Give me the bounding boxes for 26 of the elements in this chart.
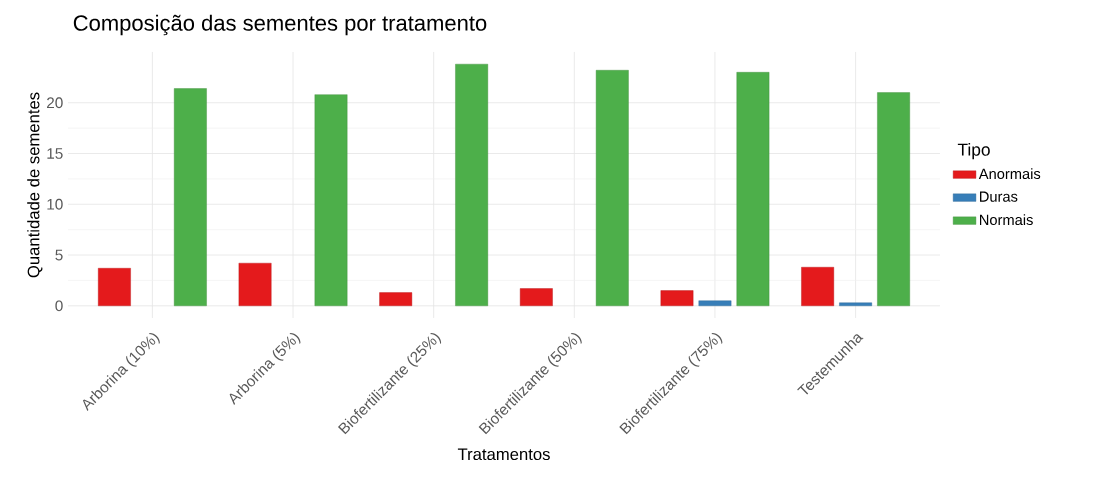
bar xyxy=(736,72,770,307)
legend-label: Normais xyxy=(980,214,1033,226)
bar xyxy=(314,94,348,307)
legend-title: Tipo xyxy=(957,143,990,160)
y-tick-label: 20 xyxy=(47,97,63,109)
bar xyxy=(877,92,910,307)
bar xyxy=(698,300,732,307)
y-axis-title: Quantidade de sementes xyxy=(27,92,43,278)
bar xyxy=(519,288,553,307)
bar xyxy=(839,302,872,307)
bar xyxy=(595,70,629,307)
bar xyxy=(238,262,272,307)
y-tick-label: 0 xyxy=(55,300,63,312)
bar xyxy=(174,88,207,307)
y-tick-label: 5 xyxy=(55,249,63,261)
bar xyxy=(455,63,489,307)
legend-label: Duras xyxy=(980,191,1018,202)
bar xyxy=(801,267,835,307)
x-axis-title: Tratamentos xyxy=(457,448,550,461)
legend-label: Anormais xyxy=(978,168,1041,180)
chart-title: Composição das sementes por tratamento xyxy=(73,14,487,36)
y-tick-label: 15 xyxy=(47,148,63,159)
y-tick-label: 10 xyxy=(47,198,63,210)
bar xyxy=(98,268,131,307)
bar xyxy=(379,292,413,307)
bar xyxy=(660,290,694,307)
